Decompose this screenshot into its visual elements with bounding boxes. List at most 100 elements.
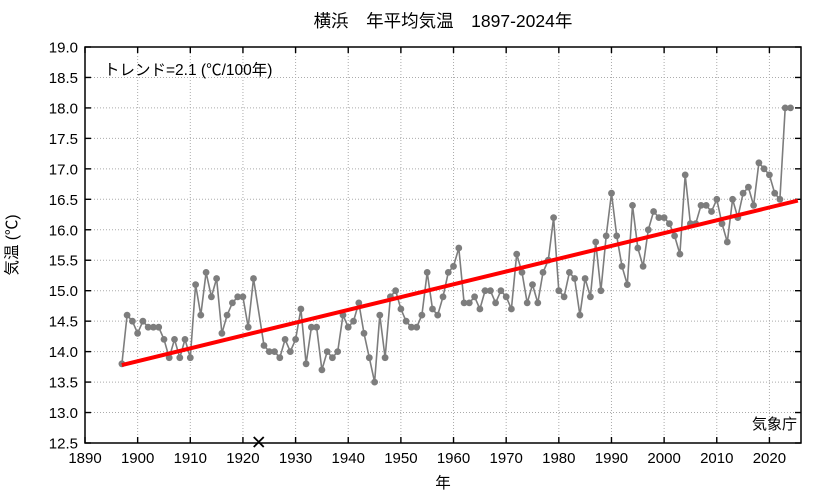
data-point: [787, 104, 794, 112]
data-point: [302, 360, 310, 368]
data-point: [697, 202, 705, 209]
trend-annotation: トレンド=2.1 (℃/100年): [104, 61, 272, 79]
axis-ticks: [84, 46, 801, 444]
data-point: [650, 208, 657, 215]
data-point: [760, 165, 768, 173]
y-tick-label: 14.5: [49, 314, 78, 331]
data-point: [534, 299, 542, 307]
x-tick-label: 1960: [437, 450, 470, 467]
data-point: [655, 214, 663, 222]
y-tick-label: 14.0: [49, 344, 78, 361]
data-point: [492, 299, 499, 307]
y-tick-label: 15.0: [49, 283, 78, 300]
data-point: [202, 269, 210, 276]
y-tick-label: 13.0: [49, 405, 78, 422]
data-point: [771, 189, 779, 197]
data-point: [413, 323, 421, 331]
x-tick-label: 1990: [595, 450, 628, 467]
data-point: [560, 293, 568, 301]
data-point: [702, 202, 710, 209]
data-point: [376, 311, 384, 319]
data-point: [408, 323, 415, 331]
source-label: 気象庁: [752, 416, 797, 433]
data-point: [244, 323, 252, 331]
data-point: [429, 305, 436, 313]
data-point: [229, 299, 236, 307]
x-tick-label: 1900: [121, 450, 154, 467]
data-point: [718, 220, 726, 228]
data-point: [576, 311, 584, 319]
data-point: [134, 329, 142, 337]
data-point: [671, 232, 678, 240]
missing-data-marker: [253, 436, 265, 448]
data-point: [365, 354, 373, 362]
data-point: [602, 232, 610, 240]
x-tick-label: 2010: [700, 450, 733, 467]
data-point: [160, 336, 168, 343]
data-point: [745, 183, 752, 191]
y-tick-label: 17.0: [49, 161, 78, 178]
data-point: [218, 329, 226, 337]
data-point: [644, 226, 652, 234]
data-point: [139, 317, 147, 325]
data-point: [360, 329, 368, 337]
data-point: [392, 287, 399, 295]
data-point: [723, 238, 731, 246]
x-tick-label: 1910: [174, 450, 207, 467]
data-point: [750, 202, 757, 209]
data-point: [144, 323, 152, 331]
data-point: [334, 348, 342, 355]
y-tick-label: 16.0: [49, 222, 78, 239]
data-point: [776, 195, 784, 203]
x-tick-label: 1950: [384, 450, 417, 467]
data-point: [402, 317, 410, 325]
data-point: [165, 354, 173, 362]
data-point: [739, 189, 747, 197]
data-point: [192, 281, 200, 288]
data-point: [223, 311, 231, 319]
x-tick-label: 1970: [489, 450, 522, 467]
data-point: [529, 281, 536, 288]
y-tick-label: 16.5: [49, 192, 78, 209]
data-point: [250, 275, 257, 282]
data-point: [497, 287, 505, 295]
data-point: [481, 287, 489, 295]
y-tick-label: 17.5: [49, 131, 78, 148]
data-point: [455, 244, 463, 252]
data-point: [597, 287, 605, 295]
x-tick-label: 1980: [542, 450, 575, 467]
data-point: [423, 269, 431, 276]
data-point: [155, 323, 163, 331]
data-point: [566, 269, 573, 276]
data-point: [355, 299, 363, 307]
data-point: [150, 323, 157, 331]
data-point: [523, 299, 531, 307]
data-point: [781, 104, 789, 112]
data-point: [587, 293, 594, 301]
temperature-series: [118, 104, 794, 386]
data-point: [297, 305, 305, 313]
data-point: [729, 195, 736, 203]
data-point: [123, 311, 131, 319]
data-point: [197, 311, 205, 319]
data-point: [176, 354, 184, 362]
data-point: [439, 293, 447, 301]
data-point: [465, 299, 473, 307]
data-point: [518, 269, 526, 276]
trend-line-segment: [121, 198, 799, 367]
y-tick-label: 18.0: [49, 100, 78, 117]
data-point: [371, 378, 378, 386]
data-point: [308, 323, 315, 331]
data-point: [260, 342, 268, 349]
x-tick-label: 2000: [647, 450, 680, 467]
data-point: [129, 317, 136, 325]
data-point: [581, 275, 589, 282]
data-point: [323, 348, 331, 355]
data-point: [186, 354, 194, 362]
data-point: [592, 238, 600, 246]
data-point: [634, 244, 642, 252]
data-point: [623, 281, 631, 288]
data-point: [313, 323, 320, 331]
